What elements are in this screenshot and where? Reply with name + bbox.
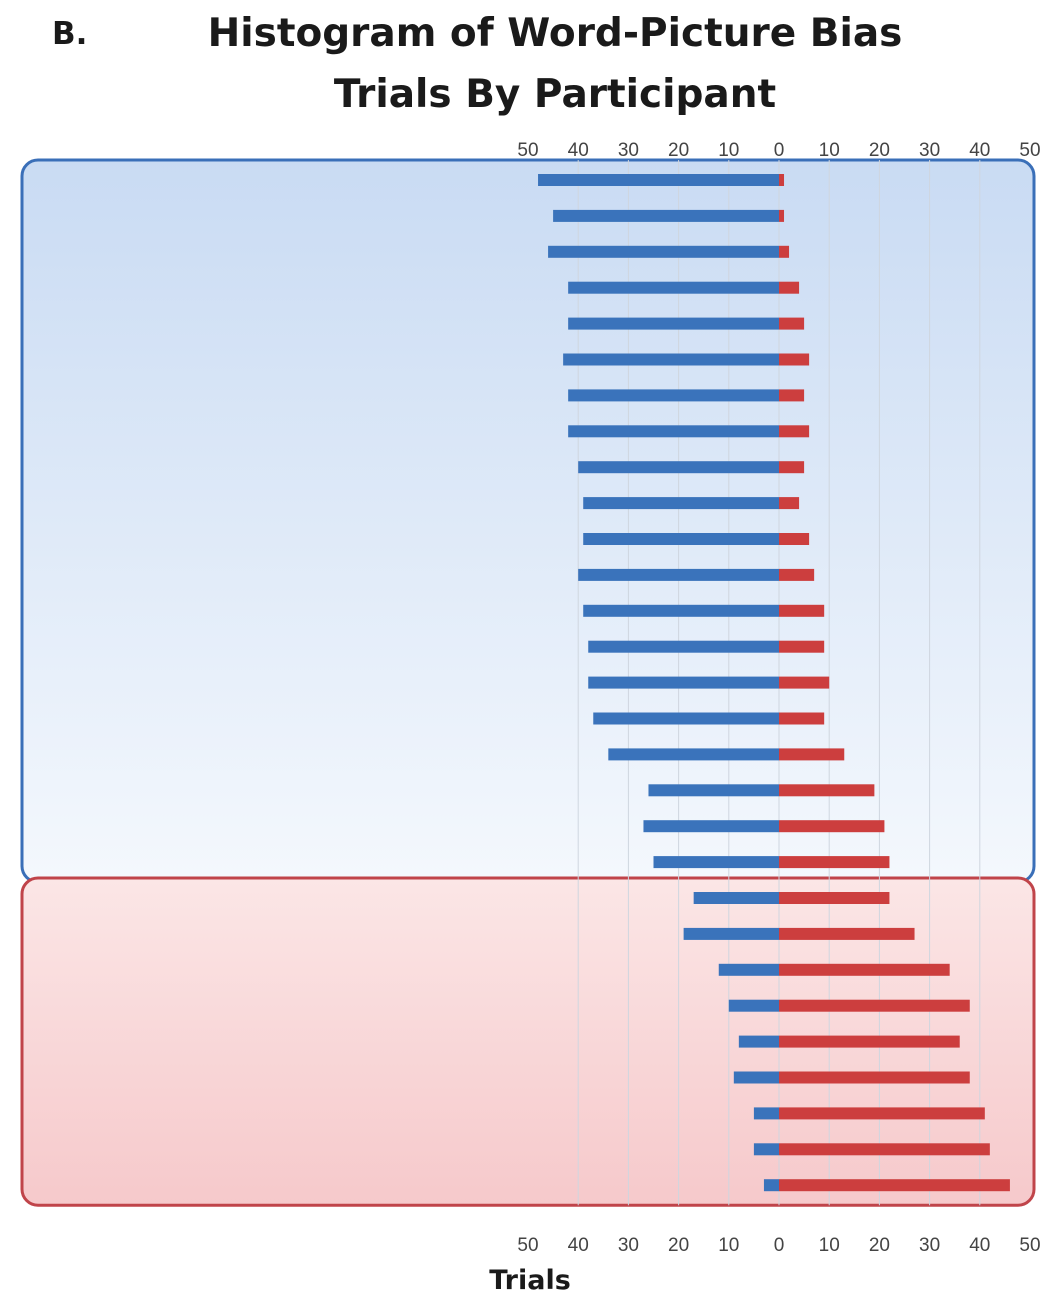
bar-right-6 bbox=[779, 353, 810, 366]
bar-right-12 bbox=[779, 568, 815, 581]
bar-left-21 bbox=[693, 892, 779, 904]
tick-label-top-7: 20 bbox=[869, 140, 890, 161]
bar-right-4 bbox=[779, 281, 800, 294]
tick-label-bottom-2: 30 bbox=[618, 1235, 639, 1256]
tick-label-top-5: 0 bbox=[774, 140, 785, 161]
bar-left-14 bbox=[588, 640, 779, 653]
panel-label: B. bbox=[52, 16, 87, 52]
bar-left-12 bbox=[578, 568, 779, 581]
bar-left-20 bbox=[653, 856, 779, 869]
top-tick-labels: 50 40 30 20 10 0 10 20 30 40 50 bbox=[517, 140, 1040, 161]
tick-label-top-3: 20 bbox=[668, 140, 689, 161]
tick-label-bottom-6: 10 bbox=[819, 1235, 840, 1256]
bar-right-26 bbox=[779, 1071, 970, 1084]
bar-left-24 bbox=[728, 999, 779, 1012]
tick-label-bottom-4: 10 bbox=[718, 1235, 739, 1256]
chart-title-line-2: Trials By Participant bbox=[334, 72, 776, 117]
bar-right-20 bbox=[779, 856, 890, 869]
chart-title-line-1: Histogram of Word-Picture Bias bbox=[208, 11, 903, 56]
bar-right-9 bbox=[779, 461, 805, 474]
bar-right-29 bbox=[779, 1179, 1010, 1192]
bar-right-8 bbox=[779, 425, 810, 438]
bottom-tick-labels: 50 40 30 20 10 0 10 20 30 40 50 bbox=[517, 1235, 1040, 1256]
bar-left-4 bbox=[568, 281, 779, 294]
bar-left-18 bbox=[648, 784, 779, 797]
bar-left-11 bbox=[583, 533, 779, 545]
bar-left-1 bbox=[538, 174, 779, 186]
bar-right-17 bbox=[779, 748, 845, 761]
tick-label-top-8: 30 bbox=[919, 140, 940, 161]
group-panels bbox=[20, 158, 1036, 1207]
bar-left-7 bbox=[568, 389, 779, 402]
x-axis-label: Trials bbox=[489, 1265, 571, 1296]
tick-label-top-10: 50 bbox=[1019, 140, 1040, 161]
bar-left-5 bbox=[568, 317, 779, 330]
bar-left-8 bbox=[568, 425, 779, 438]
tick-label-top-9: 40 bbox=[969, 140, 990, 161]
bar-left-10 bbox=[583, 497, 779, 510]
bar-right-14 bbox=[779, 640, 825, 653]
bar-right-28 bbox=[779, 1143, 990, 1156]
tick-label-bottom-10: 50 bbox=[1019, 1235, 1040, 1256]
bar-left-15 bbox=[588, 676, 779, 689]
tick-label-bottom-1: 40 bbox=[568, 1235, 589, 1256]
tick-label-bottom-8: 30 bbox=[919, 1235, 940, 1256]
tick-label-bottom-9: 40 bbox=[969, 1235, 990, 1256]
bar-left-3 bbox=[548, 245, 779, 258]
bar-right-3 bbox=[779, 245, 790, 258]
tick-label-top-0: 50 bbox=[517, 140, 538, 161]
bar-left-26 bbox=[733, 1071, 779, 1084]
bar-right-16 bbox=[779, 712, 825, 725]
bar-right-1 bbox=[779, 174, 785, 186]
bar-left-6 bbox=[563, 353, 779, 366]
tick-label-top-4: 10 bbox=[718, 140, 739, 161]
bar-right-10 bbox=[779, 497, 800, 510]
bar-right-22 bbox=[779, 927, 915, 940]
group-panel-2 bbox=[20, 876, 1036, 1207]
tick-label-top-2: 30 bbox=[618, 140, 639, 161]
bar-right-21 bbox=[779, 892, 890, 904]
bar-right-2 bbox=[779, 209, 785, 222]
bar-right-24 bbox=[779, 999, 970, 1012]
bar-left-2 bbox=[553, 209, 779, 222]
tick-label-top-6: 10 bbox=[819, 140, 840, 161]
tick-label-bottom-0: 50 bbox=[517, 1235, 538, 1256]
bar-left-22 bbox=[683, 927, 779, 940]
tick-label-bottom-3: 20 bbox=[668, 1235, 689, 1256]
bar-left-29 bbox=[763, 1179, 779, 1192]
tick-label-bottom-5: 0 bbox=[774, 1235, 785, 1256]
bar-right-15 bbox=[779, 676, 830, 689]
bar-right-18 bbox=[779, 784, 875, 797]
bar-right-13 bbox=[779, 604, 825, 617]
bar-left-28 bbox=[753, 1143, 779, 1156]
bar-left-16 bbox=[593, 712, 779, 725]
bar-right-25 bbox=[779, 1035, 960, 1048]
bar-right-7 bbox=[779, 389, 805, 402]
bar-right-27 bbox=[779, 1107, 985, 1120]
bar-left-9 bbox=[578, 461, 779, 474]
tick-label-top-1: 40 bbox=[568, 140, 589, 161]
bar-right-19 bbox=[779, 820, 885, 833]
group-panel-1 bbox=[20, 158, 1036, 884]
bar-left-19 bbox=[643, 820, 779, 833]
bar-right-23 bbox=[779, 963, 950, 976]
bar-left-13 bbox=[583, 604, 779, 617]
bar-left-23 bbox=[718, 963, 779, 976]
bar-left-25 bbox=[738, 1035, 779, 1048]
tick-label-bottom-7: 20 bbox=[869, 1235, 890, 1256]
bar-left-27 bbox=[753, 1107, 779, 1120]
bar-right-11 bbox=[779, 533, 810, 545]
bars bbox=[538, 174, 1010, 1192]
bar-left-17 bbox=[608, 748, 779, 761]
bar-right-5 bbox=[779, 317, 805, 330]
